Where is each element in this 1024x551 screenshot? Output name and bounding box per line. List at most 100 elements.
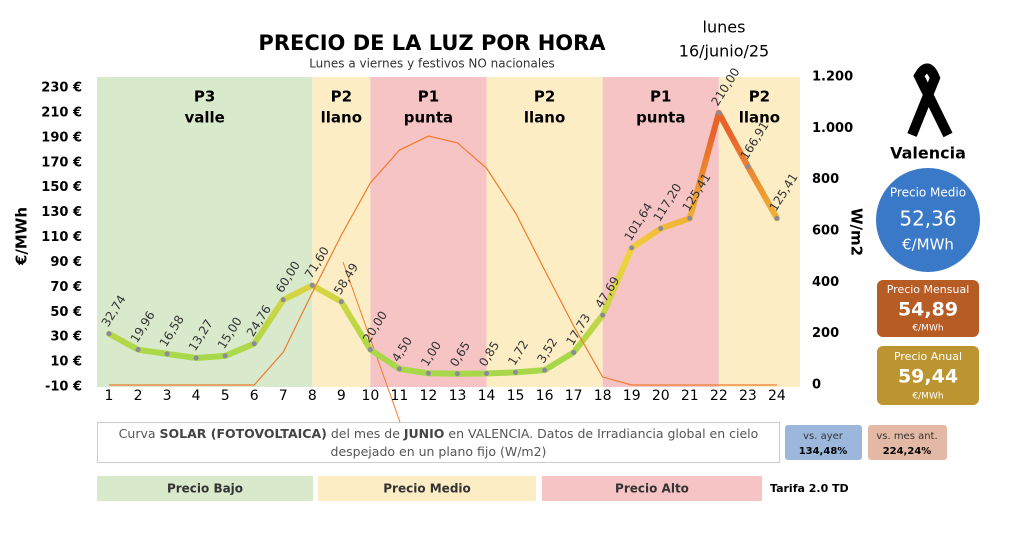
legend-label: Precio Bajo [167, 482, 243, 496]
x-tick-label: 11 [390, 388, 408, 404]
city: Valencia [890, 144, 966, 163]
x-tick-label: 24 [768, 388, 786, 404]
stat-label: Precio Medio [890, 186, 966, 200]
x-tick-label: 7 [279, 388, 288, 404]
price-point [425, 370, 431, 376]
x-tick-label: 1 [105, 388, 114, 404]
y-tick-label: 110 € [41, 230, 82, 245]
y2-tick-label: 0 [812, 378, 821, 393]
y-tick-label: 50 € [50, 305, 82, 320]
y2-tick-label: 800 [812, 172, 839, 187]
price-point [513, 369, 519, 375]
note: Curva SOLAR (FOTOVOLTAICA) del mes de JU… [97, 422, 780, 463]
avg-circle [874, 166, 982, 274]
note-text: en VALENCIA. Datos de Irradiancia global… [330, 426, 759, 459]
price-point [687, 215, 693, 221]
note-pointer [342, 261, 401, 423]
price-point [600, 312, 606, 318]
stat-value: 54,89 [898, 299, 958, 321]
period-band [97, 77, 313, 387]
stat-value: 52,36 [899, 207, 956, 231]
period-label: punta [636, 109, 685, 127]
y-tick-label: -10 € [45, 380, 82, 395]
x-tick-label: 16 [536, 388, 554, 404]
period-label: valle [184, 109, 224, 127]
price-point [309, 282, 315, 288]
legend-label: Precio Alto [615, 482, 689, 496]
stat-unit: €/MWh [902, 236, 954, 254]
period-name: P1 [418, 88, 439, 106]
x-tick-label: 23 [739, 388, 757, 404]
y2-tick-label: 1.000 [812, 121, 853, 136]
price-point [745, 164, 751, 170]
period-label: llano [739, 109, 780, 127]
y2-axis-label: W/m2 [848, 208, 866, 256]
period-label: llano [524, 109, 565, 127]
note-text: del mes de [326, 426, 404, 441]
y2-tick-label: 600 [812, 224, 839, 239]
price-point [542, 367, 548, 373]
x-tick-label: 20 [652, 388, 670, 404]
price-point [164, 351, 170, 357]
price-point [367, 347, 373, 353]
x-tick-label: 12 [420, 388, 438, 404]
day: lunes [703, 18, 746, 37]
price-point [222, 353, 228, 359]
vs-value: 134,48% [799, 446, 848, 457]
chart-subtitle: Lunes a viernes y festivos NO nacionales [309, 57, 555, 71]
price-point [629, 245, 635, 251]
stat-unit: €/MWh [912, 324, 943, 334]
x-tick-label: 21 [681, 388, 699, 404]
vs-label: vs. ayer [803, 431, 844, 442]
note-text: JUNIO [403, 426, 445, 441]
period-name: P2 [534, 88, 555, 106]
price-point [106, 331, 112, 337]
period-label: llano [321, 109, 362, 127]
y2-tick-label: 200 [812, 326, 839, 341]
price-point [658, 226, 664, 232]
price-point [571, 349, 577, 355]
price-point [774, 215, 780, 221]
period-name: P1 [650, 88, 671, 106]
x-tick-label: 5 [221, 388, 230, 404]
y2-tick-label: 400 [812, 275, 839, 290]
note-text: SOLAR (FOTOVOLTAICA) [159, 426, 327, 441]
price-point [454, 371, 460, 377]
x-tick-label: 8 [308, 388, 317, 404]
period-label: punta [404, 109, 453, 127]
y-tick-label: 190 € [41, 130, 82, 145]
x-tick-label: 18 [594, 388, 612, 404]
date: 16/junio/25 [679, 42, 769, 61]
y-tick-label: 210 € [41, 105, 82, 120]
y-tick-label: 10 € [50, 355, 82, 370]
price-point [251, 341, 257, 347]
vs-month [868, 425, 947, 460]
legend-box [318, 476, 536, 501]
stat-unit: €/MWh [912, 392, 943, 402]
ribbon [907, 63, 953, 138]
y-tick-label: 30 € [50, 330, 82, 345]
x-tick-label: 15 [507, 388, 525, 404]
price-line [106, 109, 780, 377]
price-point [135, 347, 141, 353]
x-tick-label: 2 [134, 388, 143, 404]
annual-box [877, 346, 979, 405]
y-tick-label: 70 € [50, 280, 82, 295]
period-name: P2 [331, 88, 352, 106]
price-point [338, 299, 344, 305]
x-tick-label: 14 [478, 388, 496, 404]
monthly-box [877, 280, 979, 337]
legend-label: Precio Medio [383, 482, 471, 496]
x-tick-label: 3 [163, 388, 172, 404]
price-point [484, 370, 490, 376]
price-point [396, 366, 402, 372]
price-point [280, 297, 286, 303]
y-axis-label: €/MWh [13, 207, 31, 266]
y-tick-label: 130 € [41, 205, 82, 220]
y-tick-label: 170 € [41, 155, 82, 170]
x-tick-label: 9 [337, 388, 346, 404]
period-band [370, 77, 487, 387]
period-band [718, 77, 800, 387]
